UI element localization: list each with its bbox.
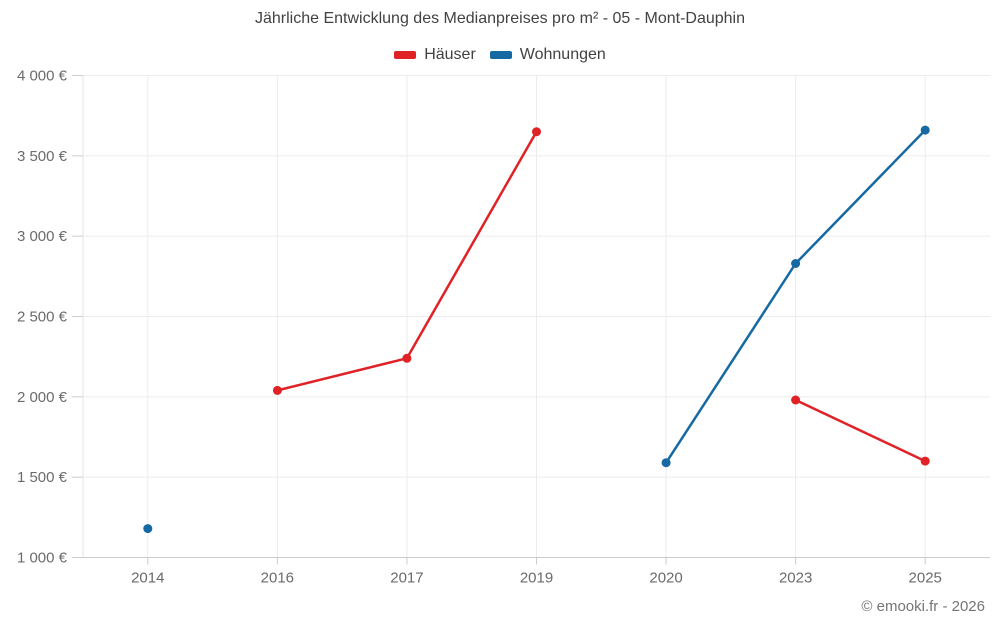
y-axis-label: 3 000 € — [17, 228, 68, 245]
y-axis-label: 1 000 € — [17, 550, 68, 567]
series-line-häuser — [276, 130, 927, 463]
data-point — [920, 125, 930, 135]
y-axis-label: 1 500 € — [17, 469, 68, 486]
legend-item-wohnungen[interactable]: Wohnungen — [489, 46, 606, 64]
y-axis-label: 4 000 € — [17, 68, 68, 85]
data-point — [791, 259, 801, 268]
legend-item-huser[interactable]: Häuser — [394, 46, 476, 64]
x-axis-label: 2017 — [390, 570, 423, 587]
data-point — [661, 458, 671, 468]
y-axis-label: 2 500 € — [17, 309, 68, 326]
data-point — [532, 127, 541, 137]
y-axis-label: 2 000 € — [17, 389, 68, 406]
chart-title: Jährliche Entwicklung des Medianpreises … — [255, 10, 745, 27]
data-point — [791, 395, 801, 405]
legend-swatch — [489, 51, 512, 59]
chart-legend: Häuser Wohnungen — [0, 46, 1000, 64]
x-axis-label: 2025 — [909, 570, 942, 587]
x-axis-label: 2016 — [261, 570, 294, 587]
data-point — [920, 456, 930, 466]
x-axis-label: 2014 — [131, 570, 164, 587]
copyright-footer: © emooki.fr - 2026 — [861, 598, 985, 615]
x-axis-label: 2019 — [520, 570, 553, 587]
legend-label: Wohnungen — [519, 46, 606, 63]
x-axis-label: 2020 — [649, 570, 682, 587]
y-axis-label: 3 500 € — [17, 148, 68, 165]
legend-label: Häuser — [424, 46, 476, 63]
x-axis-label: 2023 — [779, 570, 812, 587]
data-point — [143, 524, 153, 534]
data-point — [272, 385, 282, 395]
legend-swatch — [394, 51, 417, 59]
data-point — [402, 353, 412, 363]
